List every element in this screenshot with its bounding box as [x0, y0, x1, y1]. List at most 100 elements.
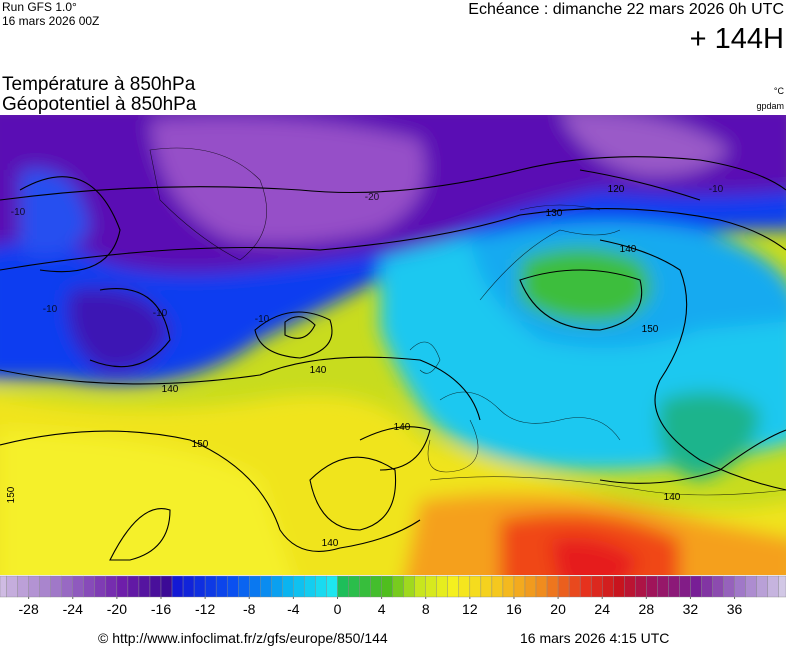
contour-label: 140 [394, 422, 411, 433]
colorbar-cell [215, 575, 228, 598]
colorbar-cell [116, 575, 129, 598]
colorbar-cell [149, 575, 162, 598]
colorbar-cell [557, 575, 570, 598]
colorbar-cell [513, 575, 526, 598]
colorbar-cell [315, 575, 327, 598]
colorbar-cell [734, 575, 746, 598]
colorbar-cell [590, 575, 603, 598]
contour-label: 140 [162, 384, 179, 395]
contour-label: 140 [310, 365, 327, 376]
contour-label: -10 [709, 184, 724, 195]
colorbar-cell [767, 575, 779, 598]
colorbar-cell [348, 575, 360, 598]
contour-label: -10 [11, 207, 26, 218]
colorbar-cell [193, 575, 206, 598]
contour-label: 150 [642, 324, 659, 335]
colorbar-cell [72, 575, 84, 598]
run-date: 16 mars 2026 00Z [2, 14, 99, 28]
colorbar-cell [0, 575, 7, 598]
contour-label: 120 [608, 184, 625, 195]
colorbar-cell [778, 575, 786, 598]
colorbar-cell [370, 575, 382, 598]
run-label: Run GFS 1.0° [2, 0, 77, 14]
contour-label: -10 [43, 304, 58, 315]
unit-geopotential: gpdam [756, 101, 784, 111]
colorbar-cell [83, 575, 96, 598]
colorbar-tick-label: 32 [683, 601, 699, 617]
colorbar-cell [381, 575, 393, 598]
geopotential-contours [0, 156, 786, 561]
colorbar-cell [39, 575, 51, 598]
colorbar-tick-label: -16 [151, 601, 171, 617]
colorbar-cell [282, 575, 294, 598]
colorbar-cell [17, 575, 29, 598]
colorbar-cell [635, 575, 647, 598]
colorbar-cell [613, 575, 625, 598]
colorbar-cell [226, 575, 239, 598]
colorbar-cell [624, 575, 636, 598]
contour-label: 140 [620, 244, 637, 255]
colorbar-cell [756, 575, 768, 598]
contour-label: 150 [192, 439, 209, 450]
title-geopotential: Géopotentiel à 850hPa [2, 94, 197, 115]
colorbar-cell [679, 575, 691, 598]
colorbar-tick-label: 0 [334, 601, 342, 617]
contour-label: 130 [546, 208, 563, 219]
colorbar-cell [436, 575, 448, 598]
title-temperature: Température à 850hPa [2, 74, 196, 95]
colorbar-cell [392, 575, 404, 598]
lead-time: + 144H [690, 23, 784, 55]
colorbar-cell [745, 575, 757, 598]
colorbar-cell [337, 575, 349, 598]
colorbar-cell [171, 575, 184, 598]
colorbar-cell [414, 575, 426, 598]
colorbar-cell [304, 575, 316, 598]
colorbar-cell [447, 575, 460, 598]
colorbar-cell [568, 575, 581, 598]
colorbar-cell [469, 575, 482, 598]
colorbar-tick-label: -28 [19, 601, 39, 617]
colorbar-cell [657, 575, 669, 598]
colorbar-tick-label: 20 [550, 601, 566, 617]
colorbar-cell [723, 575, 735, 598]
source-url: © http://www.infoclimat.fr/z/gfs/europe/… [98, 630, 388, 646]
colorbar-cell [712, 575, 724, 598]
colorbar-cell [94, 575, 107, 598]
colorbar-tick-label: 8 [422, 601, 430, 617]
colorbar-cell [535, 575, 548, 598]
forecast-time: Echéance : dimanche 22 mars 2026 0h UTC [468, 1, 784, 18]
contour-labels: 140 150 150 140 140 140 120 130 140 150 140 -10 -10 -… [6, 184, 724, 549]
colorbar-cell [50, 575, 62, 598]
colorbar-cell [61, 575, 73, 598]
colorbar-cell [425, 575, 437, 598]
colorbar: -28 -24 -20 -16 -12 -8 -4 0 4 8 12 16 20 24 28 32 36 [0, 575, 786, 617]
colorbar-tick-label: 16 [506, 601, 522, 617]
colorbar-cell [524, 575, 537, 598]
contour-label: -10 [255, 314, 270, 325]
colorbar-cell [646, 575, 658, 598]
colorbar-cell [127, 575, 140, 598]
colorbar-tick-label: 4 [378, 601, 386, 617]
contour-label: 150 [6, 486, 17, 503]
colorbar-tick-label: 28 [639, 601, 655, 617]
colorbar-cell [182, 575, 195, 598]
colorbar-cell [502, 575, 515, 598]
colorbar-tick-label: -8 [243, 601, 256, 617]
contour-label: -10 [153, 308, 168, 319]
colorbar-cell [105, 575, 118, 598]
coastlines [149, 147, 786, 496]
colorbar-cell [480, 575, 493, 598]
colorbar-cell [491, 575, 504, 598]
colorbar-cell [690, 575, 702, 598]
colorbar-tick-label: -20 [107, 601, 127, 617]
colorbar-tick-label: -12 [195, 601, 215, 617]
colorbar-cell [701, 575, 713, 598]
colorbar-cell [138, 575, 151, 598]
colorbar-cell [668, 575, 680, 598]
colorbar-cell [579, 575, 592, 598]
colorbar-cell [160, 575, 173, 598]
colorbar-cell [271, 575, 283, 598]
colorbar-tick-label: 24 [594, 601, 610, 617]
